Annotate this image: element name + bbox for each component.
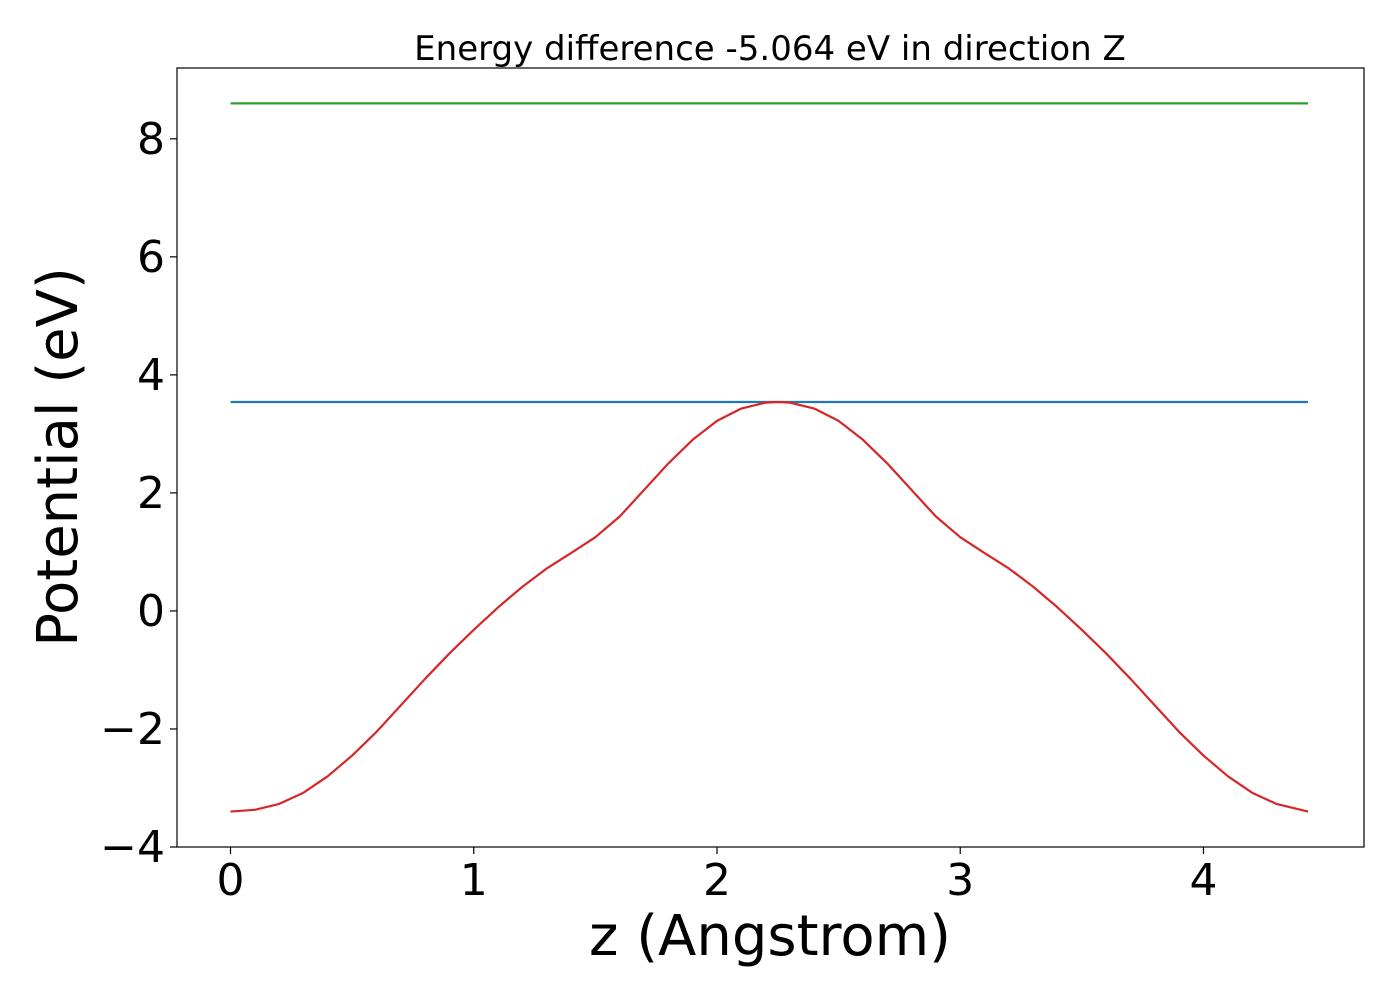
- y-tick-label: 2: [137, 468, 165, 519]
- x-tick-label: 3: [946, 855, 974, 906]
- y-tick-label: 8: [137, 114, 165, 165]
- x-axis: 0 1 2 3 4: [217, 847, 1217, 906]
- x-tick-label: 0: [217, 855, 245, 906]
- axes-frame: [176, 67, 1365, 848]
- y-tick-label: −4: [100, 822, 165, 873]
- x-axis-label: z (Angstrom): [589, 904, 951, 969]
- y-axis-label: Potential (eV): [26, 267, 91, 647]
- x-tick-label: 4: [1189, 855, 1217, 906]
- y-tick-label: 6: [137, 232, 165, 283]
- x-tick-label: 1: [460, 855, 488, 906]
- plot-area: [230, 102, 1309, 813]
- y-axis: −4 −2 0 2 4 6 8: [100, 114, 177, 873]
- y-tick-label: 4: [137, 350, 165, 401]
- y-tick-label: −2: [100, 704, 165, 755]
- chart-title: Energy difference -5.064 eV in direction…: [414, 29, 1126, 69]
- x-tick-label: 2: [703, 855, 731, 906]
- y-tick-label: 0: [137, 586, 165, 637]
- potential-line: [230, 400, 1309, 813]
